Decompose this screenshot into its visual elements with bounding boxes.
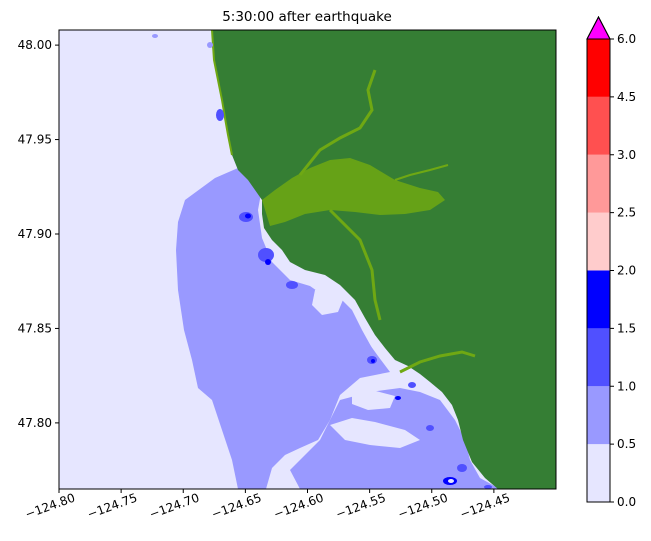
- y-tick-label: 47.90: [18, 227, 52, 241]
- inundation-area: [262, 158, 445, 226]
- coastline-inundation: [211, 30, 233, 156]
- y-tick-label: 47.85: [18, 321, 52, 335]
- map-plot-area: [59, 30, 556, 489]
- chart-title: 5:30:00 after earthquake: [222, 9, 392, 25]
- river-channel: [298, 69, 377, 176]
- colorbar-segment: [587, 328, 610, 387]
- colorbar-tick-label: 6.0: [617, 32, 636, 46]
- shallow-patch: [330, 418, 420, 448]
- colorbar-segment: [587, 386, 610, 445]
- land: [212, 30, 556, 489]
- colorbar-tick-label: 0.0: [617, 495, 636, 509]
- colorbar-segment: [587, 154, 610, 213]
- shallow-patch: [312, 285, 345, 315]
- colorbar-segment: [587, 96, 610, 155]
- x-tick-label: −124.45: [458, 491, 512, 522]
- x-tick-label: −124.55: [334, 491, 388, 522]
- colorbar-tick-label: 2.5: [617, 206, 636, 220]
- colorbar-extend-max: [586, 15, 611, 40]
- x-tick-label: −124.50: [396, 491, 450, 522]
- colorbar-tick-label: 1.0: [617, 379, 636, 393]
- colorbar-segment: [587, 270, 610, 329]
- colorbar-segment: [587, 444, 610, 502]
- colorbar-tick-label: 1.5: [617, 321, 636, 335]
- river-channel: [394, 164, 449, 181]
- colorbar-segment: [587, 39, 610, 97]
- colorbar-tick-label: 4.5: [617, 90, 636, 104]
- colorbar: 0.0 0.5 1.0 1.5 2.0 2.5 3.0 4.5 6.0: [586, 15, 636, 509]
- water-band-0.5-1.0-east: [320, 298, 378, 362]
- colorbar-segment: [587, 212, 610, 271]
- colorbar-tick-label: 0.5: [617, 437, 636, 451]
- colorbar-outline: [586, 15, 611, 503]
- y-tick-label: 47.95: [18, 133, 52, 147]
- water-band-0.5-1.0: [176, 168, 390, 489]
- x-tick-label: −124.80: [23, 491, 77, 522]
- high-wave-spots: [152, 34, 492, 489]
- x-tick-label: −124.75: [85, 491, 139, 522]
- y-tick-label: 47.80: [18, 416, 52, 430]
- x-tick-label: −124.70: [147, 491, 201, 522]
- colorbar-tick-label: 3.0: [617, 148, 636, 162]
- shallow-patch: [352, 390, 395, 410]
- y-tick-label: 48.00: [18, 38, 52, 52]
- river-channel: [399, 350, 476, 374]
- x-tick-label: −124.60: [272, 491, 326, 522]
- colorbar-tick-label: 2.0: [617, 264, 636, 278]
- river-channel: [328, 208, 382, 321]
- x-tick-label: −124.65: [210, 491, 264, 522]
- y-axis: 47.80 47.85 47.90 47.95 48.00: [18, 38, 59, 430]
- x-axis: −124.80 −124.75 −124.70 −124.65 −124.60 −124.…: [23, 489, 512, 521]
